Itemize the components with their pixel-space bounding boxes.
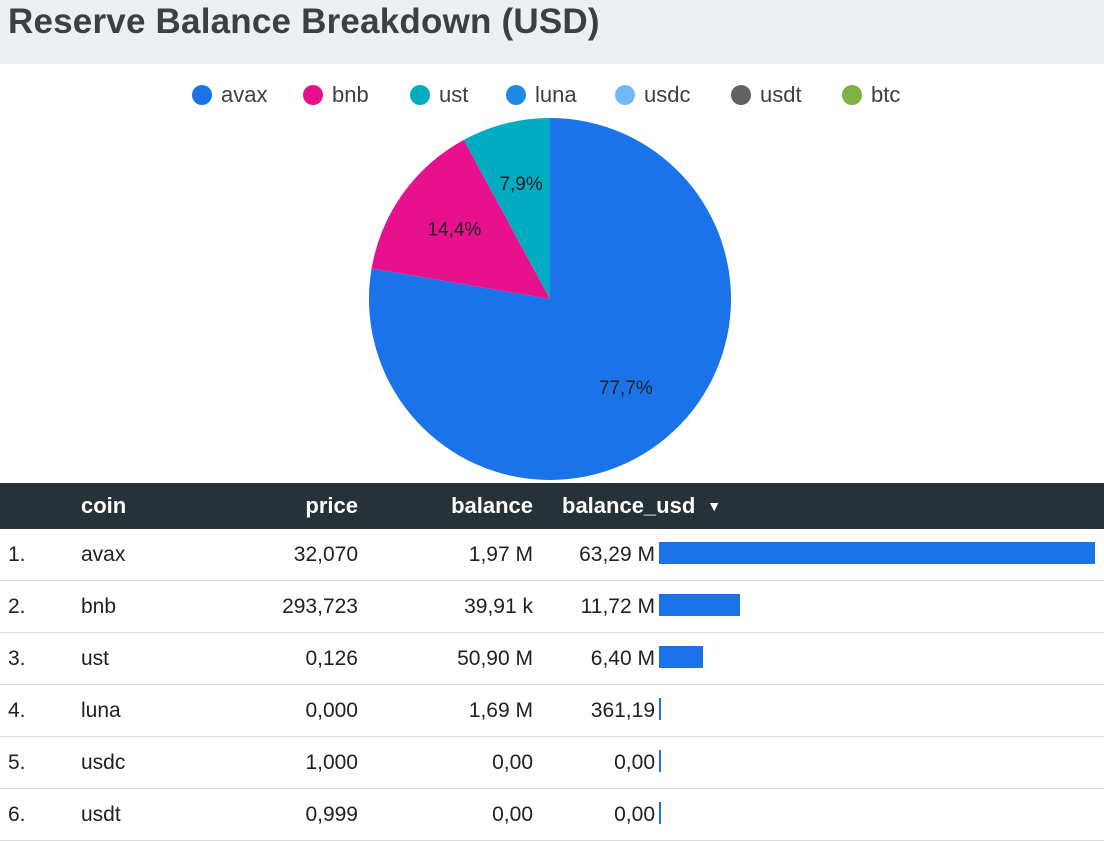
row-balance: 0,00 [492, 802, 533, 826]
legend-label-usdt: usdt [760, 82, 802, 107]
row-price: 0,999 [305, 802, 358, 826]
row-balance-usd: 63,29 M [579, 542, 655, 566]
row-index: 1. [8, 542, 26, 566]
table-row[interactable]: 1. avax 32,070 1,97 M 63,29 M [0, 529, 1104, 581]
balance-usd-bar [659, 698, 661, 720]
row-balance-usd: 11,72 M [580, 594, 655, 618]
legend-label-bnb: bnb [332, 82, 369, 107]
row-balance: 0,00 [492, 750, 533, 774]
legend-swatch-ust [410, 85, 430, 105]
pie-label-avax: 77,7% [599, 378, 653, 399]
legend-item-usdc[interactable]: usdc [615, 80, 690, 110]
row-coin: usdc [81, 750, 126, 774]
chart-legend: avax bnb ust luna usdc usdt btc [0, 80, 1104, 110]
row-balance: 1,97 M [468, 542, 533, 566]
row-price: 1,000 [305, 750, 358, 774]
header-balance-label: balance [451, 493, 533, 518]
balance-usd-bar [659, 542, 1095, 564]
legend-label-usdc: usdc [644, 82, 691, 107]
legend-item-usdt[interactable]: usdt [731, 80, 802, 110]
row-price: 0,000 [305, 698, 358, 722]
row-balance-usd: 0,00 [614, 802, 655, 826]
table-row[interactable]: 6. usdt 0,999 0,00 0,00 [0, 789, 1104, 841]
table-header: coin price balance balance_usd ▼ [0, 483, 1104, 529]
header-balance-usd[interactable]: balance_usd ▼ [562, 483, 721, 529]
balance-usd-bar-track [659, 633, 1095, 684]
balance-usd-bar-track [659, 685, 1095, 736]
row-balance: 50,90 M [457, 646, 533, 670]
row-coin: ust [81, 646, 110, 670]
row-balance: 1,69 M [468, 698, 533, 722]
pie-chart: 77,7% 14,4% 7,9% [369, 118, 731, 480]
title-bar: Reserve Balance Breakdown (USD) [0, 0, 1104, 64]
legend-label-avax: avax [221, 82, 268, 107]
row-index: 2. [8, 594, 26, 618]
legend-label-ust: ust [439, 82, 469, 107]
data-table: coin price balance balance_usd ▼ 1. avax… [0, 483, 1104, 841]
row-price: 293,723 [282, 594, 358, 618]
row-balance-usd: 0,00 [614, 750, 655, 774]
balance-usd-bar [659, 750, 661, 772]
legend-item-avax[interactable]: avax [192, 80, 267, 110]
pie-slice-ust[interactable] [463, 118, 550, 299]
legend-item-luna[interactable]: luna [506, 80, 577, 110]
header-price[interactable]: price [305, 483, 358, 529]
table-row[interactable]: 4. luna 0,000 1,69 M 361,19 [0, 685, 1104, 737]
row-coin: luna [81, 698, 121, 722]
balance-usd-bar [659, 646, 704, 668]
row-price: 32,070 [293, 542, 358, 566]
legend-swatch-usdt [731, 85, 751, 105]
pie-slice-bnb[interactable] [371, 139, 550, 299]
table-row[interactable]: 2. bnb 293,723 39,91 k 11,72 M [0, 581, 1104, 633]
legend-label-luna: luna [535, 82, 577, 107]
legend-item-ust[interactable]: ust [410, 80, 468, 110]
row-index: 5. [8, 750, 26, 774]
balance-usd-bar-track [659, 581, 1095, 632]
row-coin: bnb [81, 594, 117, 618]
sort-descending-icon[interactable]: ▼ [707, 498, 722, 514]
header-price-label: price [305, 493, 358, 518]
pie-label-bnb: 14,4% [427, 219, 481, 240]
balance-usd-bar-track [659, 737, 1095, 788]
legend-swatch-luna [506, 85, 526, 105]
row-price: 0,126 [305, 646, 358, 670]
balance-usd-bar-track [659, 789, 1095, 840]
row-balance: 39,91 k [464, 594, 533, 618]
header-balance-usd-label: balance_usd [562, 493, 696, 518]
header-coin-label: coin [81, 493, 127, 518]
row-coin: usdt [81, 802, 121, 826]
legend-swatch-usdc [615, 85, 635, 105]
legend-item-bnb[interactable]: bnb [303, 80, 369, 110]
row-balance-usd: 6,40 M [590, 646, 655, 670]
pie-label-ust: 7,9% [499, 174, 542, 195]
chart-title: Reserve Balance Breakdown (USD) [8, 2, 600, 41]
legend-label-btc: btc [871, 82, 901, 107]
legend-swatch-btc [842, 85, 862, 105]
legend-item-btc[interactable]: btc [842, 80, 900, 110]
row-index: 6. [8, 802, 26, 826]
table-row[interactable]: 3. ust 0,126 50,90 M 6,40 M [0, 633, 1104, 685]
balance-usd-bar [659, 594, 740, 616]
balance-usd-bar-track [659, 529, 1095, 580]
balance-usd-bar [659, 802, 661, 824]
row-coin: avax [81, 542, 126, 566]
header-balance[interactable]: balance [451, 483, 533, 529]
row-index: 3. [8, 646, 26, 670]
table-row[interactable]: 5. usdc 1,000 0,00 0,00 [0, 737, 1104, 789]
legend-swatch-avax [192, 85, 212, 105]
header-coin[interactable]: coin [81, 483, 126, 529]
row-balance-usd: 361,19 [590, 698, 655, 722]
legend-swatch-bnb [303, 85, 323, 105]
row-index: 4. [8, 698, 26, 722]
